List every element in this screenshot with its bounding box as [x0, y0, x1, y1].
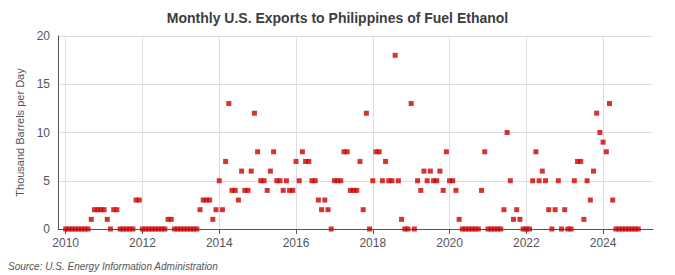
svg-text:2010: 2010 — [52, 236, 79, 250]
svg-text:2014: 2014 — [206, 236, 233, 250]
svg-text:2016: 2016 — [283, 236, 310, 250]
svg-text:2022: 2022 — [513, 236, 540, 250]
svg-text:Monthly U.S. Exports to Philip: Monthly U.S. Exports to Philippines of F… — [167, 10, 508, 26]
svg-text:0: 0 — [43, 222, 50, 236]
svg-text:5: 5 — [43, 174, 50, 188]
svg-text:2012: 2012 — [129, 236, 156, 250]
svg-text:Thousand Barrels per Day: Thousand Barrels per Day — [14, 68, 26, 197]
svg-text:10: 10 — [37, 126, 51, 140]
svg-text:2020: 2020 — [436, 236, 463, 250]
svg-text:Source: U.S. Energy Informatio: Source: U.S. Energy Information Administ… — [8, 261, 218, 272]
svg-text:2024: 2024 — [590, 236, 617, 250]
svg-text:15: 15 — [37, 77, 51, 91]
svg-text:2018: 2018 — [359, 236, 386, 250]
svg-text:20: 20 — [37, 29, 51, 43]
